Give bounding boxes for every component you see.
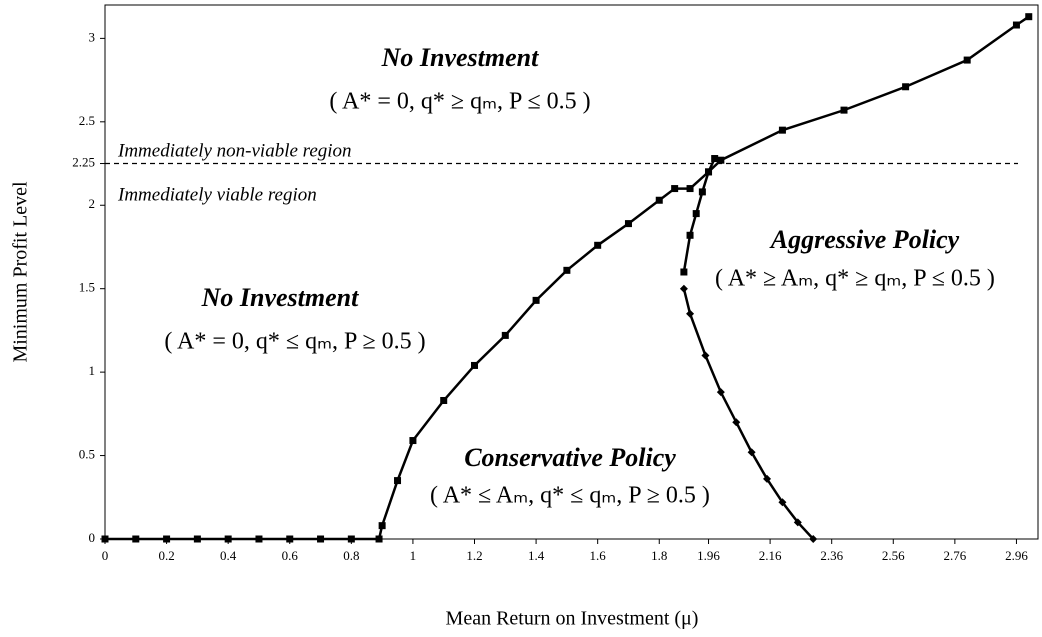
marker [1025, 13, 1033, 21]
marker [255, 535, 263, 543]
annotation: No Investment [381, 43, 540, 72]
y-tick-label: 2.25 [72, 155, 95, 170]
x-tick-label: 2.56 [882, 548, 905, 563]
marker [394, 477, 402, 485]
annotation: ( A* ≥ Aₘ, q* ≥ qₘ, P ≤ 0.5 ) [715, 266, 995, 292]
marker [778, 498, 787, 507]
marker [375, 535, 383, 543]
annotation: No Investment [201, 283, 360, 312]
x-tick-label: 0.8 [343, 548, 359, 563]
marker [594, 241, 602, 249]
y-tick-label: 1.5 [79, 280, 95, 295]
annotation: Immediately non-viable region [117, 140, 352, 161]
x-tick-label: 0.6 [282, 548, 299, 563]
marker [840, 106, 848, 114]
x-tick-label: 0 [102, 548, 109, 563]
marker [193, 535, 201, 543]
marker [224, 535, 232, 543]
marker [793, 518, 802, 527]
x-tick-label: 2.96 [1005, 548, 1028, 563]
marker [698, 188, 706, 196]
marker [163, 535, 171, 543]
marker [701, 351, 710, 360]
series-line [682, 288, 815, 540]
marker [501, 331, 509, 339]
marker [671, 185, 679, 193]
marker [317, 535, 325, 543]
x-tick-label: 1 [410, 548, 417, 563]
marker [101, 535, 109, 543]
marker [963, 56, 971, 64]
marker [763, 474, 772, 483]
marker [705, 168, 713, 176]
x-tick-label: 0.2 [158, 548, 174, 563]
y-tick-label: 2 [89, 196, 96, 211]
annotation: ( A* = 0, q* ≥ qₘ, P ≤ 0.5 ) [329, 89, 590, 115]
marker [679, 284, 688, 293]
marker [286, 535, 294, 543]
marker [532, 296, 540, 304]
marker [686, 185, 694, 193]
marker [378, 522, 386, 530]
x-tick-label: 1.6 [590, 548, 607, 563]
marker [409, 437, 417, 445]
marker [778, 126, 786, 134]
marker [902, 83, 910, 91]
marker [747, 448, 756, 457]
plot-frame [104, 4, 1039, 540]
x-tick-label: 1.8 [651, 548, 667, 563]
x-tick-label: 1.4 [528, 548, 545, 563]
marker [686, 309, 695, 318]
marker [809, 535, 818, 543]
marker [1012, 21, 1020, 29]
x-tick-label: 2.36 [820, 548, 843, 563]
x-axis-label: Mean Return on Investment (μ) [446, 608, 699, 630]
marker [692, 210, 700, 218]
marker [563, 266, 571, 274]
annotation: Conservative Policy [464, 443, 676, 472]
x-tick-label: 2.76 [943, 548, 966, 563]
y-tick-label: 0.5 [79, 447, 95, 462]
x-tick-label: 0.4 [220, 548, 237, 563]
x-tick-label: 2.16 [759, 548, 782, 563]
marker [711, 155, 719, 163]
y-axis-label: Minimum Profit Level [10, 181, 32, 363]
y-tick-label: 1 [89, 363, 96, 378]
x-tick-label: 1.2 [466, 548, 482, 563]
marker [440, 396, 448, 404]
annotation: ( A* = 0, q* ≤ qₘ, P ≥ 0.5 ) [164, 329, 425, 355]
marker [717, 156, 725, 164]
y-tick-label: 3 [89, 29, 96, 44]
marker [347, 535, 355, 543]
x-tick-label: 1.96 [697, 548, 720, 563]
annotation: Immediately viable region [117, 184, 317, 205]
marker [732, 418, 741, 427]
annotation: Aggressive Policy [769, 225, 960, 254]
marker [680, 268, 688, 276]
marker [132, 535, 140, 543]
annotation: ( A* ≤ Aₘ, q* ≤ qₘ, P ≥ 0.5 ) [430, 483, 710, 509]
marker [655, 196, 663, 204]
y-tick-label: 0 [89, 530, 96, 545]
marker [716, 388, 725, 397]
marker [686, 231, 694, 239]
marker [471, 361, 479, 369]
y-tick-label: 2.5 [79, 113, 95, 128]
marker [624, 220, 632, 228]
